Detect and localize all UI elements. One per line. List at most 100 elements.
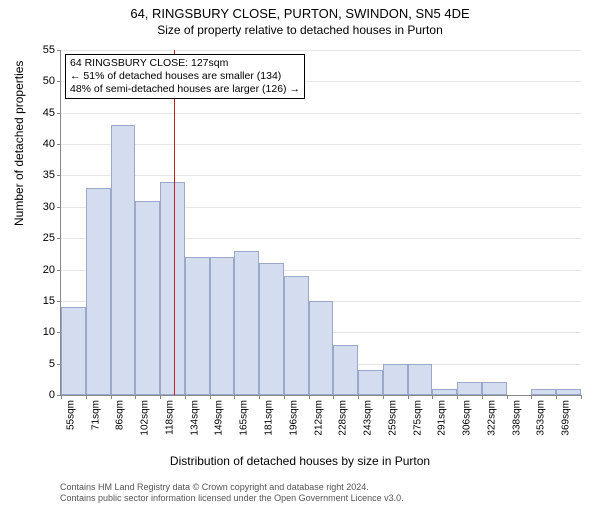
footer-line2: Contains public sector information licen… — [60, 493, 404, 504]
xtick-label: 243sqm — [363, 400, 374, 436]
footer-line1: Contains HM Land Registry data © Crown c… — [60, 482, 404, 493]
histogram-bar — [358, 370, 383, 395]
ytick-mark — [57, 364, 61, 365]
xtick-label: 228sqm — [338, 400, 349, 436]
xtick-mark — [408, 395, 409, 399]
xtick-label: 259sqm — [387, 400, 398, 436]
xtick-label: 149sqm — [214, 400, 225, 436]
xtick-label: 291sqm — [437, 400, 448, 436]
ytick-label: 20 — [25, 264, 55, 276]
histogram-bar — [482, 382, 507, 395]
xtick-label: 71sqm — [90, 400, 101, 430]
ytick-label: 45 — [25, 107, 55, 119]
xtick-label: 134sqm — [189, 400, 200, 436]
xtick-label: 165sqm — [239, 400, 250, 436]
xtick-mark — [482, 395, 483, 399]
xtick-mark — [111, 395, 112, 399]
histogram-bar — [259, 263, 284, 395]
ytick-label: 0 — [25, 389, 55, 401]
histogram-bar — [457, 382, 482, 395]
xtick-label: 196sqm — [288, 400, 299, 436]
xtick-mark — [358, 395, 359, 399]
xtick-label: 118sqm — [164, 400, 175, 435]
ytick-label: 30 — [25, 201, 55, 213]
chart-subtitle: Size of property relative to detached ho… — [0, 23, 600, 37]
histogram-bar — [135, 201, 160, 395]
xtick-mark — [457, 395, 458, 399]
xtick-mark — [309, 395, 310, 399]
xtick-label: 306sqm — [462, 400, 473, 436]
ytick-label: 40 — [25, 138, 55, 150]
annotation-line3: 48% of semi-detached houses are larger (… — [70, 83, 300, 96]
xtick-mark — [383, 395, 384, 399]
ytick-label: 55 — [25, 44, 55, 56]
histogram-bar — [408, 364, 433, 395]
xtick-mark — [185, 395, 186, 399]
annotation-line1: 64 RINGSBURY CLOSE: 127sqm — [70, 57, 300, 70]
histogram-bar — [160, 182, 185, 395]
histogram-bar — [234, 251, 259, 395]
histogram-bar — [185, 257, 210, 395]
xtick-mark — [61, 395, 62, 399]
chart-area: 051015202530354045505555sqm71sqm86sqm102… — [60, 50, 580, 430]
xtick-mark — [531, 395, 532, 399]
ytick-label: 25 — [25, 232, 55, 244]
xtick-label: 353sqm — [536, 400, 547, 436]
xtick-label: 102sqm — [140, 400, 151, 436]
xtick-mark — [135, 395, 136, 399]
xtick-label: 369sqm — [561, 400, 572, 436]
histogram-bar — [111, 125, 136, 395]
ytick-mark — [57, 175, 61, 176]
ytick-mark — [57, 332, 61, 333]
plot-region: 051015202530354045505555sqm71sqm86sqm102… — [60, 50, 581, 396]
histogram-bar — [432, 389, 457, 395]
xtick-mark — [210, 395, 211, 399]
grid-line — [61, 175, 581, 176]
ytick-label: 5 — [25, 358, 55, 370]
xtick-mark — [432, 395, 433, 399]
histogram-bar — [531, 389, 556, 395]
xtick-label: 322sqm — [486, 400, 497, 436]
histogram-bar — [86, 188, 111, 395]
xtick-label: 55sqm — [65, 400, 76, 430]
grid-line — [61, 113, 581, 114]
xtick-label: 212sqm — [313, 400, 324, 436]
ytick-mark — [57, 270, 61, 271]
xtick-mark — [259, 395, 260, 399]
xtick-label: 338sqm — [511, 400, 522, 436]
y-axis-label: Number of detached properties — [12, 61, 26, 226]
xtick-mark — [234, 395, 235, 399]
annotation-box: 64 RINGSBURY CLOSE: 127sqm ← 51% of deta… — [65, 54, 305, 99]
ytick-mark — [57, 207, 61, 208]
ytick-mark — [57, 50, 61, 51]
ytick-label: 15 — [25, 295, 55, 307]
histogram-bar — [284, 276, 309, 395]
xtick-mark — [86, 395, 87, 399]
x-axis-label: Distribution of detached houses by size … — [0, 454, 600, 468]
histogram-bar — [383, 364, 408, 395]
xtick-label: 86sqm — [115, 400, 126, 430]
reference-line — [174, 50, 175, 395]
xtick-mark — [556, 395, 557, 399]
ytick-mark — [57, 238, 61, 239]
ytick-mark — [57, 113, 61, 114]
ytick-label: 35 — [25, 169, 55, 181]
xtick-label: 181sqm — [264, 400, 275, 436]
xtick-mark — [581, 395, 582, 399]
xtick-mark — [284, 395, 285, 399]
annotation-line2: ← 51% of detached houses are smaller (13… — [70, 70, 300, 83]
xtick-mark — [160, 395, 161, 399]
footer: Contains HM Land Registry data © Crown c… — [60, 482, 404, 504]
xtick-label: 275sqm — [412, 400, 423, 436]
ytick-label: 10 — [25, 326, 55, 338]
histogram-bar — [333, 345, 358, 395]
ytick-label: 50 — [25, 75, 55, 87]
chart-title: 64, RINGSBURY CLOSE, PURTON, SWINDON, SN… — [0, 6, 600, 21]
ytick-mark — [57, 301, 61, 302]
xtick-mark — [333, 395, 334, 399]
histogram-bar — [61, 307, 86, 395]
ytick-mark — [57, 144, 61, 145]
grid-line — [61, 50, 581, 51]
histogram-bar — [210, 257, 235, 395]
grid-line — [61, 144, 581, 145]
